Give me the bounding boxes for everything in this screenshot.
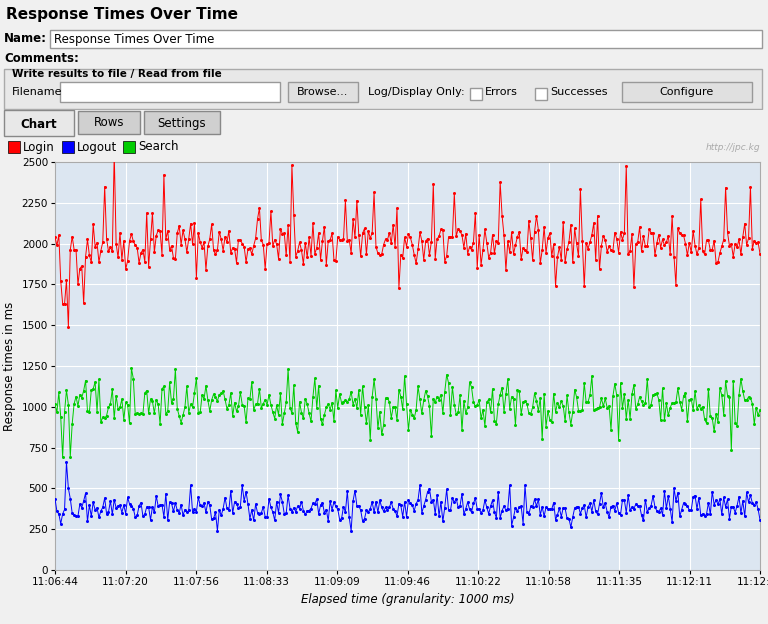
Bar [78,111,140,134]
Text: Write results to file / Read from file: Write results to file / Read from file [12,69,222,79]
X-axis label: Elapsed time (granularity: 1000 ms): Elapsed time (granularity: 1000 ms) [301,593,515,605]
Bar [62,141,74,153]
Text: http://jpc.kg: http://jpc.kg [705,142,760,152]
Y-axis label: Response times in ms: Response times in ms [3,301,16,431]
Bar [60,82,280,102]
Text: Configure: Configure [660,87,714,97]
Text: Response Times Over Time: Response Times Over Time [6,6,238,21]
Bar [50,30,762,48]
Bar [288,82,358,102]
Text: Successes: Successes [550,87,607,97]
Text: Comments:: Comments: [4,52,79,66]
Bar [622,82,752,102]
Text: Filename: Filename [12,87,62,97]
Bar [470,88,482,100]
Text: Rows: Rows [94,117,124,130]
Text: Search: Search [138,140,178,154]
Text: Settings: Settings [157,117,207,130]
Text: Response Times Over Time: Response Times Over Time [54,32,214,46]
Text: Errors: Errors [485,87,518,97]
Bar [144,111,220,134]
Bar [4,110,74,136]
Bar [123,141,135,153]
Text: Logout: Logout [77,140,118,154]
Text: Login: Login [23,140,55,154]
Bar [535,88,547,100]
Bar [8,141,20,153]
Text: Chart: Chart [21,117,58,130]
Text: Name:: Name: [4,32,47,46]
Text: Log/Display Only:: Log/Display Only: [368,87,465,97]
Text: Browse...: Browse... [297,87,349,97]
